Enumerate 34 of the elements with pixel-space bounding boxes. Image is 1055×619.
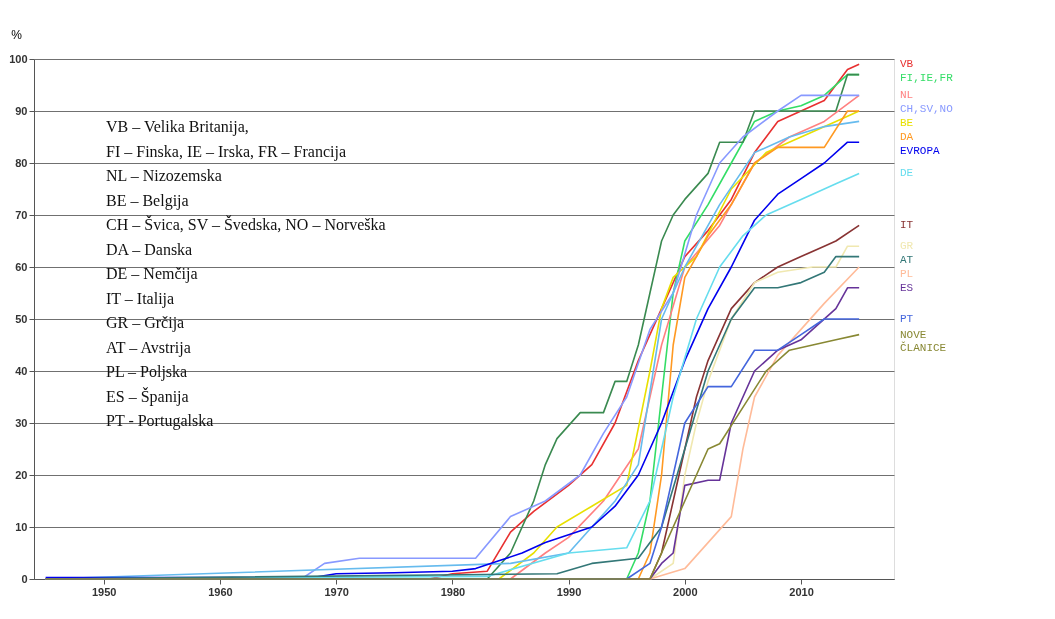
x-tick-label: 1960 xyxy=(208,585,233,598)
y-tick-label: 30 xyxy=(15,416,28,429)
y-tick-label: 70 xyxy=(15,208,28,221)
x-tick-label: 1970 xyxy=(324,585,349,598)
x-tick-label: 1950 xyxy=(91,585,117,598)
text: PT xyxy=(900,313,914,325)
x-tick-label: 2000 xyxy=(673,585,698,598)
x-tick-label: 1990 xyxy=(556,585,582,598)
text: IT xyxy=(900,219,914,232)
text: DE xyxy=(900,167,914,180)
y-tick-label: 10 xyxy=(15,520,28,533)
text: DA xyxy=(900,131,914,144)
text: ES xyxy=(900,282,914,295)
text: GR xyxy=(900,240,914,253)
y-tick-label: 80 xyxy=(15,156,28,169)
x-tick-label: 2010 xyxy=(789,585,814,598)
text: FI,IE,FR xyxy=(900,72,954,85)
text: NOVE ČLANICE xyxy=(900,328,947,354)
text: VB xyxy=(900,58,914,71)
y-tick-label: 60 xyxy=(15,260,28,273)
text: EVROPA xyxy=(900,145,941,158)
text: NL xyxy=(900,89,914,102)
text: CH,SV,NO xyxy=(900,103,954,116)
y-tick-label: 20 xyxy=(15,468,28,481)
y-tick-label: 90 xyxy=(15,104,28,117)
y-tick-label: 0 xyxy=(21,572,28,585)
y-axis-title: % xyxy=(11,27,23,42)
y-tick-label: 50 xyxy=(15,312,28,325)
text: AT xyxy=(900,254,914,267)
y-tick-label: 100 xyxy=(9,52,28,65)
text: PL xyxy=(900,268,914,281)
y-tick-label: 40 xyxy=(15,364,28,377)
text: BE xyxy=(900,117,914,130)
x-tick-label: 1980 xyxy=(440,585,466,598)
